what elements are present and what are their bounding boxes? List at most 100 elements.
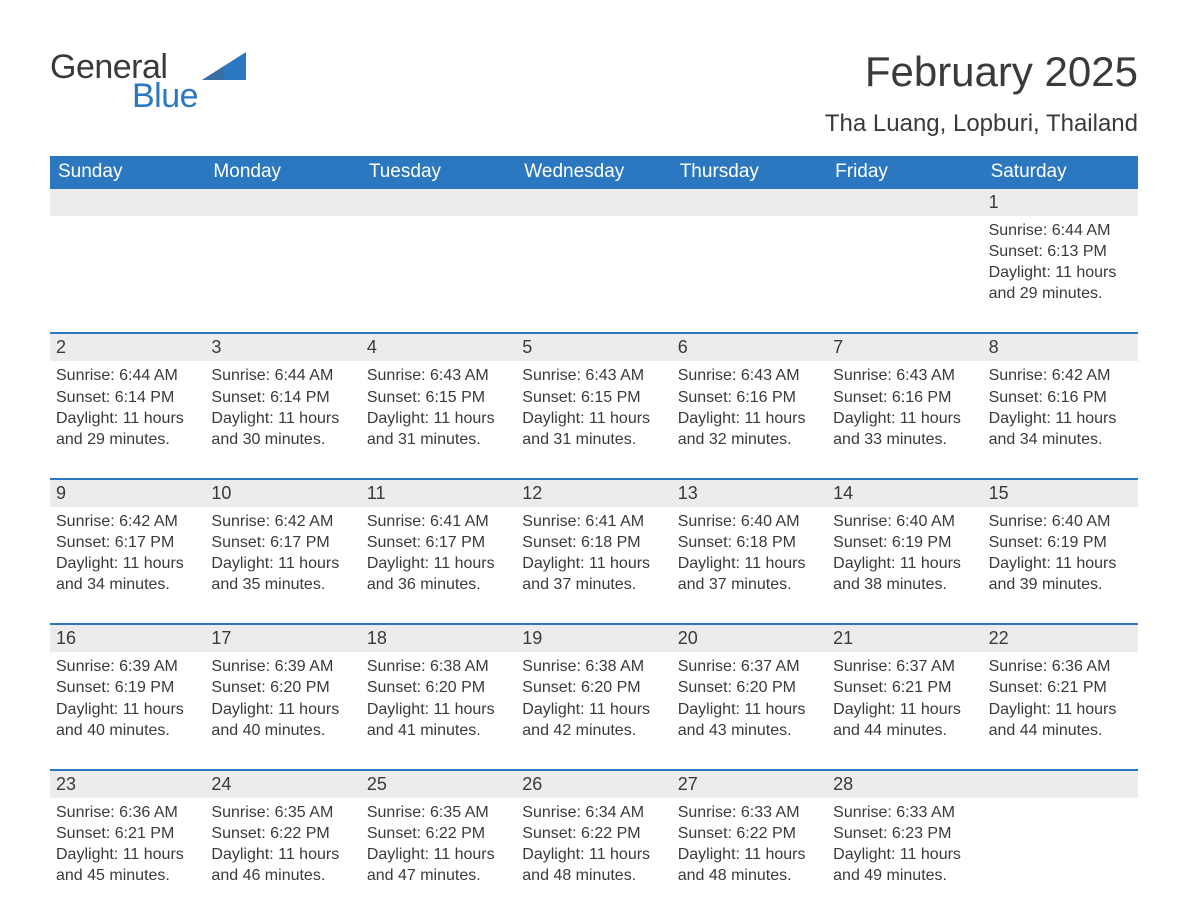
daylight-text: Daylight: 11 hours and 45 minutes.: [56, 844, 199, 886]
day-number: 27: [672, 771, 827, 798]
day-cell: 20Sunrise: 6:37 AMSunset: 6:20 PMDayligh…: [672, 625, 827, 742]
day-cell: 16Sunrise: 6:39 AMSunset: 6:19 PMDayligh…: [50, 625, 205, 742]
day-details: Sunrise: 6:36 AMSunset: 6:21 PMDaylight:…: [50, 798, 205, 888]
day-number: 14: [827, 480, 982, 507]
sunrise-text: Sunrise: 6:36 AM: [989, 656, 1132, 677]
day-number: 21: [827, 625, 982, 652]
daylight-text: Daylight: 11 hours and 40 minutes.: [56, 699, 199, 741]
day-number: 18: [361, 625, 516, 652]
day-number: 7: [827, 334, 982, 361]
brand-flag-icon: [202, 52, 246, 80]
week-row: 2Sunrise: 6:44 AMSunset: 6:14 PMDaylight…: [50, 332, 1138, 451]
weekday-header: Sunday: [50, 156, 205, 189]
weekday-header: Thursday: [672, 156, 827, 189]
daylight-text: Daylight: 11 hours and 42 minutes.: [522, 699, 665, 741]
sunset-text: Sunset: 6:22 PM: [367, 823, 510, 844]
day-cell: 2Sunrise: 6:44 AMSunset: 6:14 PMDaylight…: [50, 334, 205, 451]
weekday-header-row: SundayMondayTuesdayWednesdayThursdayFrid…: [50, 156, 1138, 189]
day-details: [827, 216, 982, 222]
sunset-text: Sunset: 6:21 PM: [989, 677, 1132, 698]
day-number: 24: [205, 771, 360, 798]
day-cell: 25Sunrise: 6:35 AMSunset: 6:22 PMDayligh…: [361, 771, 516, 888]
daylight-text: Daylight: 11 hours and 29 minutes.: [56, 408, 199, 450]
day-details: [672, 216, 827, 222]
daylight-text: Daylight: 11 hours and 38 minutes.: [833, 553, 976, 595]
day-details: Sunrise: 6:44 AMSunset: 6:14 PMDaylight:…: [205, 361, 360, 451]
sunrise-text: Sunrise: 6:43 AM: [522, 365, 665, 386]
day-cell: 19Sunrise: 6:38 AMSunset: 6:20 PMDayligh…: [516, 625, 671, 742]
day-cell: [361, 189, 516, 306]
sunset-text: Sunset: 6:16 PM: [833, 387, 976, 408]
day-details: Sunrise: 6:43 AMSunset: 6:15 PMDaylight:…: [361, 361, 516, 451]
daylight-text: Daylight: 11 hours and 31 minutes.: [522, 408, 665, 450]
sunrise-text: Sunrise: 6:44 AM: [56, 365, 199, 386]
day-details: Sunrise: 6:37 AMSunset: 6:20 PMDaylight:…: [672, 652, 827, 742]
day-cell: 4Sunrise: 6:43 AMSunset: 6:15 PMDaylight…: [361, 334, 516, 451]
day-cell: 13Sunrise: 6:40 AMSunset: 6:18 PMDayligh…: [672, 480, 827, 597]
sunset-text: Sunset: 6:14 PM: [211, 387, 354, 408]
weekday-header: Monday: [205, 156, 360, 189]
sunset-text: Sunset: 6:21 PM: [833, 677, 976, 698]
daylight-text: Daylight: 11 hours and 47 minutes.: [367, 844, 510, 886]
sunrise-text: Sunrise: 6:35 AM: [211, 802, 354, 823]
day-cell: 8Sunrise: 6:42 AMSunset: 6:16 PMDaylight…: [983, 334, 1138, 451]
sunrise-text: Sunrise: 6:37 AM: [833, 656, 976, 677]
day-cell: 21Sunrise: 6:37 AMSunset: 6:21 PMDayligh…: [827, 625, 982, 742]
day-cell: 14Sunrise: 6:40 AMSunset: 6:19 PMDayligh…: [827, 480, 982, 597]
sunrise-text: Sunrise: 6:43 AM: [367, 365, 510, 386]
weekday-header: Wednesday: [516, 156, 671, 189]
day-cell: 22Sunrise: 6:36 AMSunset: 6:21 PMDayligh…: [983, 625, 1138, 742]
sunrise-text: Sunrise: 6:40 AM: [833, 511, 976, 532]
daylight-text: Daylight: 11 hours and 41 minutes.: [367, 699, 510, 741]
sunrise-text: Sunrise: 6:42 AM: [211, 511, 354, 532]
day-number: 13: [672, 480, 827, 507]
daylight-text: Daylight: 11 hours and 40 minutes.: [211, 699, 354, 741]
day-cell: 5Sunrise: 6:43 AMSunset: 6:15 PMDaylight…: [516, 334, 671, 451]
day-details: Sunrise: 6:38 AMSunset: 6:20 PMDaylight:…: [361, 652, 516, 742]
weekday-header: Tuesday: [361, 156, 516, 189]
sunset-text: Sunset: 6:22 PM: [211, 823, 354, 844]
day-number: 5: [516, 334, 671, 361]
day-details: Sunrise: 6:33 AMSunset: 6:22 PMDaylight:…: [672, 798, 827, 888]
daylight-text: Daylight: 11 hours and 48 minutes.: [678, 844, 821, 886]
day-number: 8: [983, 334, 1138, 361]
daylight-text: Daylight: 11 hours and 31 minutes.: [367, 408, 510, 450]
day-details: Sunrise: 6:35 AMSunset: 6:22 PMDaylight:…: [361, 798, 516, 888]
sunset-text: Sunset: 6:15 PM: [367, 387, 510, 408]
sunset-text: Sunset: 6:23 PM: [833, 823, 976, 844]
daylight-text: Daylight: 11 hours and 44 minutes.: [989, 699, 1132, 741]
sunrise-text: Sunrise: 6:44 AM: [989, 220, 1132, 241]
day-cell: [827, 189, 982, 306]
sunrise-text: Sunrise: 6:40 AM: [989, 511, 1132, 532]
day-number: [205, 189, 360, 216]
daylight-text: Daylight: 11 hours and 35 minutes.: [211, 553, 354, 595]
day-number: 20: [672, 625, 827, 652]
day-details: Sunrise: 6:39 AMSunset: 6:20 PMDaylight:…: [205, 652, 360, 742]
day-number: 26: [516, 771, 671, 798]
sunset-text: Sunset: 6:20 PM: [211, 677, 354, 698]
sunrise-text: Sunrise: 6:36 AM: [56, 802, 199, 823]
day-number: 9: [50, 480, 205, 507]
day-number: 25: [361, 771, 516, 798]
sunset-text: Sunset: 6:17 PM: [56, 532, 199, 553]
sunset-text: Sunset: 6:22 PM: [522, 823, 665, 844]
sunset-text: Sunset: 6:14 PM: [56, 387, 199, 408]
day-details: [50, 216, 205, 222]
day-number: [827, 189, 982, 216]
day-details: Sunrise: 6:35 AMSunset: 6:22 PMDaylight:…: [205, 798, 360, 888]
day-cell: 1Sunrise: 6:44 AMSunset: 6:13 PMDaylight…: [983, 189, 1138, 306]
page-header: General Blue February 2025 Tha Luang, Lo…: [50, 48, 1138, 138]
day-number: [361, 189, 516, 216]
sunrise-text: Sunrise: 6:33 AM: [833, 802, 976, 823]
day-details: Sunrise: 6:42 AMSunset: 6:16 PMDaylight:…: [983, 361, 1138, 451]
day-number: [50, 189, 205, 216]
day-cell: 15Sunrise: 6:40 AMSunset: 6:19 PMDayligh…: [983, 480, 1138, 597]
day-cell: [672, 189, 827, 306]
location-subtitle: Tha Luang, Lopburi, Thailand: [825, 110, 1138, 138]
day-details: Sunrise: 6:41 AMSunset: 6:17 PMDaylight:…: [361, 507, 516, 597]
day-cell: 18Sunrise: 6:38 AMSunset: 6:20 PMDayligh…: [361, 625, 516, 742]
daylight-text: Daylight: 11 hours and 39 minutes.: [989, 553, 1132, 595]
day-cell: 23Sunrise: 6:36 AMSunset: 6:21 PMDayligh…: [50, 771, 205, 888]
day-number: 4: [361, 334, 516, 361]
daylight-text: Daylight: 11 hours and 48 minutes.: [522, 844, 665, 886]
